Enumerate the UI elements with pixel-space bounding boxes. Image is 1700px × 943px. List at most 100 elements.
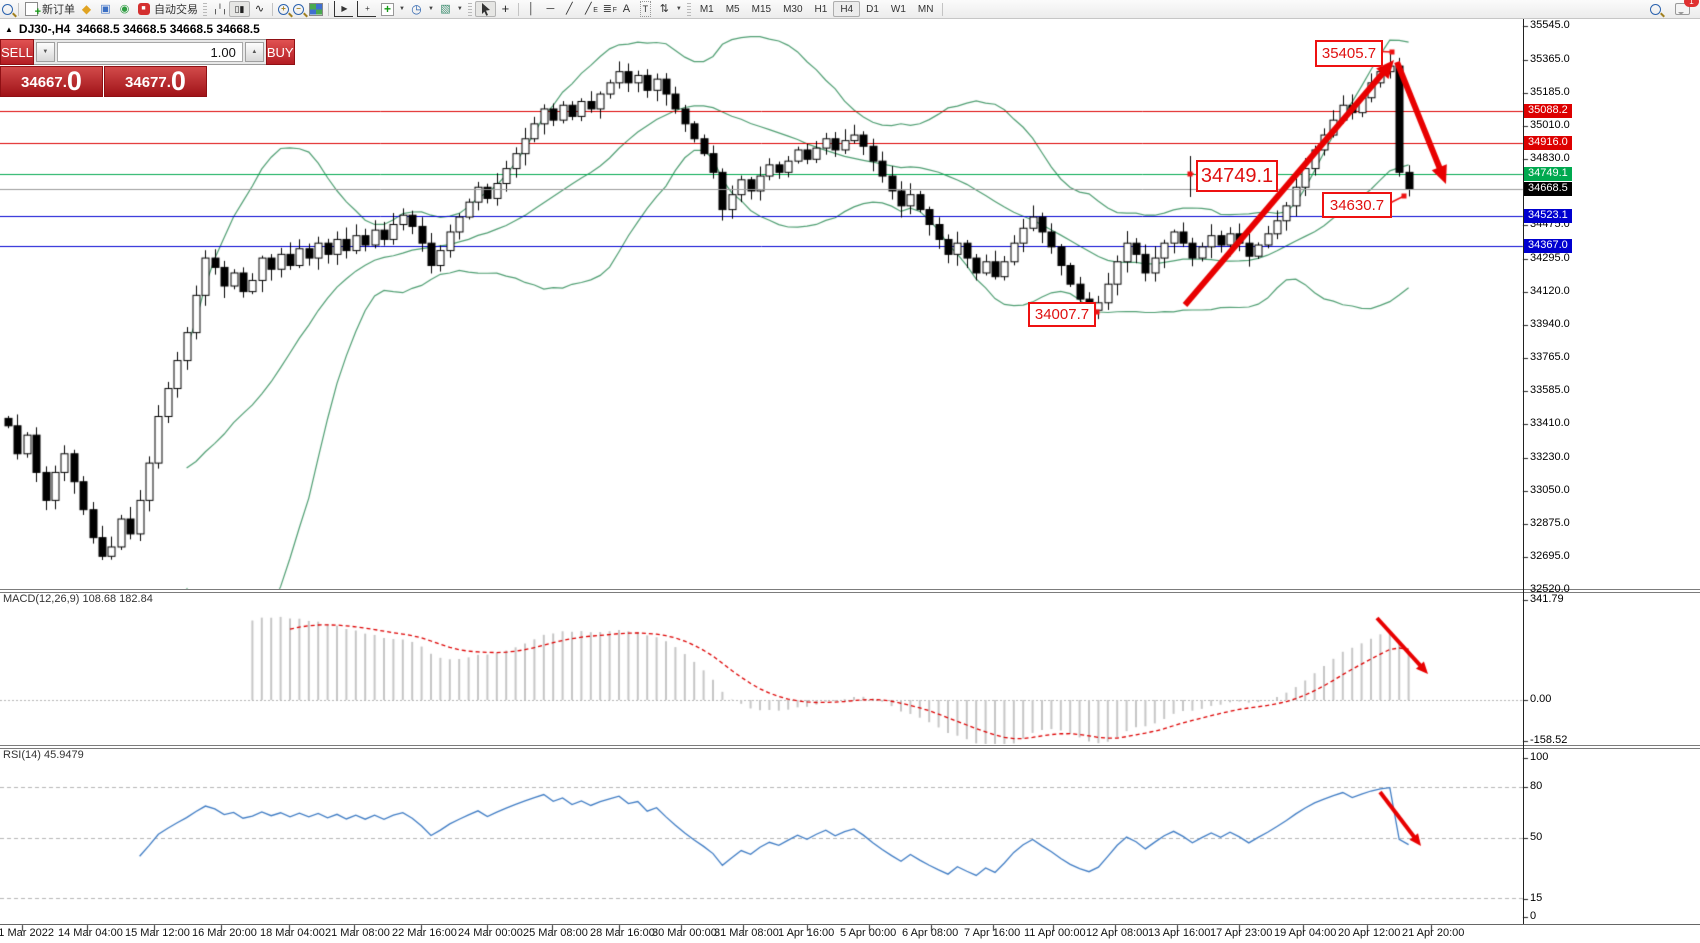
horizontal-line-tool[interactable]: ─ (541, 1, 560, 17)
market-depth-icon: ◆ (81, 2, 92, 16)
search-button[interactable] (1648, 1, 1663, 17)
chevron-down-icon: ▼ (675, 6, 682, 12)
price-level-tag[interactable]: 34367.0 (1524, 238, 1572, 253)
rsi-pane-separator[interactable] (0, 745, 1700, 749)
indicators-button[interactable]: + ▼ (378, 1, 407, 17)
sell-price[interactable]: 34667. 0 (0, 66, 103, 97)
price-tick-label: 34295.0 (1530, 252, 1570, 264)
date-label: 25 Mar 08:00 (523, 927, 588, 939)
auto-scroll-icon: ▶ (334, 1, 353, 17)
candlestick-chart-button[interactable]: ▯▮ (229, 1, 250, 17)
toolbox-button[interactable]: ▣ (96, 1, 115, 17)
sell-price-pips: 0 (66, 66, 82, 96)
timeframe-W1[interactable]: W1 (890, 3, 906, 15)
volume-up-button[interactable]: ▲ (244, 42, 264, 62)
timeframe-M15[interactable]: M15 (751, 3, 772, 15)
macd-pane-separator[interactable] (0, 589, 1700, 593)
channel-tool[interactable]: ╱ E (579, 1, 598, 17)
algo-trading-button[interactable]: ■ 自动交易 (134, 1, 200, 17)
toolbar-grip (467, 2, 472, 16)
price-tick-label: 34120.0 (1530, 284, 1570, 297)
timeframe-M1[interactable]: M1 (699, 3, 714, 15)
buy-button[interactable]: BUY (265, 39, 295, 65)
price-level-tag[interactable]: 34523.1 (1524, 209, 1572, 224)
horizontal-line-icon: ─ (546, 3, 555, 15)
cursor-tool-button[interactable] (474, 1, 496, 17)
toolbar-separator (272, 2, 273, 16)
sell-button[interactable]: SELL (0, 39, 34, 65)
text-label-icon: T (638, 1, 653, 17)
price-level-tag[interactable]: 34916.0 (1524, 136, 1572, 151)
notifications-button[interactable]: 1 (1673, 0, 1699, 17)
rsi-label: RSI(14) 45.9479 (3, 749, 84, 761)
signals-button[interactable]: ◉ (115, 1, 134, 17)
new-order-icon: + (24, 2, 41, 18)
timeframe-D1[interactable]: D1 (866, 3, 879, 15)
toolbar-grip (686, 2, 691, 16)
price-callout[interactable]: 34007.7 (1028, 302, 1096, 327)
price-callout[interactable]: 35405.7 (1315, 40, 1383, 67)
price-tick-label: 33940.0 (1530, 318, 1570, 331)
toolbox-icon: ▣ (100, 3, 111, 15)
buy-price-main: 34677 (125, 74, 167, 91)
shapes-tool[interactable]: ⇅ ▼ (655, 1, 684, 17)
price-tick-label: 33230.0 (1530, 450, 1570, 463)
bar-chart-button[interactable]: ╷╵╷ (210, 1, 229, 17)
line-chart-button[interactable]: ∿ (250, 1, 269, 17)
tile-windows-button[interactable] (306, 1, 325, 17)
search-icon (1650, 3, 1661, 15)
fibonacci-tool[interactable]: ≣ F (598, 1, 617, 17)
date-label: 14 Mar 04:00 (58, 927, 123, 939)
price-callout[interactable]: 34630.7 (1322, 192, 1392, 218)
fibonacci-icon: ≣ F (602, 3, 617, 15)
zoom-out-button[interactable]: − (291, 1, 306, 17)
new-chart-button[interactable] (0, 1, 15, 17)
price-callout[interactable]: 34749.1 (1196, 160, 1278, 192)
auto-scroll-button[interactable]: ▶ (332, 1, 355, 17)
price-axis-line (1523, 18, 1524, 925)
timeframe-M5[interactable]: M5 (725, 3, 740, 15)
rsi-tick-label: 15 (1530, 892, 1543, 904)
market-depth-button[interactable]: ◆ (77, 1, 96, 17)
price-tick-label: 34830.0 (1530, 152, 1570, 165)
volume-down-button[interactable]: ▼ (35, 42, 55, 62)
symbol-period: DJ30-,H4 (18, 22, 71, 36)
trendline-tool[interactable]: ╱ (560, 1, 579, 17)
price-level-tag[interactable]: 34749.1 (1524, 167, 1572, 182)
price-level-tag[interactable]: 34668.5 (1524, 182, 1572, 197)
timeframe-H1[interactable]: H1 (814, 3, 828, 15)
new-order-label: 新订单 (42, 4, 75, 16)
chart-title: ▲ DJ30-,H4 34668.5 34668.5 34668.5 34668… (5, 22, 260, 36)
date-label: 7 Apr 16:00 (964, 927, 1021, 939)
date-label: 13 Apr 16:00 (1148, 927, 1211, 939)
periods-button[interactable]: ◷ ▼ (407, 1, 436, 17)
candlestick-chart-icon: ▯▮ (234, 4, 245, 14)
new-order-button[interactable]: + 新订单 (22, 1, 77, 18)
zoom-in-button[interactable]: + (276, 1, 291, 17)
crosshair-tool-button[interactable]: + (496, 1, 515, 17)
rsi-tick-label: 100 (1530, 751, 1549, 763)
date-label: 5 Apr 00:00 (840, 927, 897, 939)
timeframe-H4[interactable]: H4 (833, 1, 861, 17)
text-label-tool[interactable]: T (636, 1, 655, 17)
timeframe-M30[interactable]: M30 (783, 3, 803, 15)
volume-input[interactable] (56, 42, 243, 62)
date-label: 24 Mar 00:00 (458, 927, 523, 939)
new-chart-icon (2, 3, 13, 15)
timeframe-group: M1 M5 M15 M30 H1 H4 D1 W1 MN (694, 1, 940, 17)
text-tool[interactable]: A (617, 1, 636, 17)
timeframe-MN[interactable]: MN (917, 3, 934, 15)
date-label: 16 Mar 20:00 (192, 927, 257, 939)
templates-button[interactable]: ▧ ▼ (436, 1, 465, 17)
vertical-line-tool[interactable]: │ (522, 1, 541, 17)
chart-shift-icon: + (357, 1, 376, 17)
signals-icon: ◉ (119, 3, 130, 15)
price-level-tag[interactable]: 35088.2 (1524, 104, 1572, 119)
sell-price-main: 34667 (21, 74, 63, 91)
buy-price[interactable]: 34677. 0 (104, 66, 207, 97)
chart-shift-button[interactable]: + (355, 1, 378, 17)
price-tick-label: 35545.0 (1530, 19, 1570, 31)
date-label: 28 Mar 16:00 (590, 927, 655, 939)
